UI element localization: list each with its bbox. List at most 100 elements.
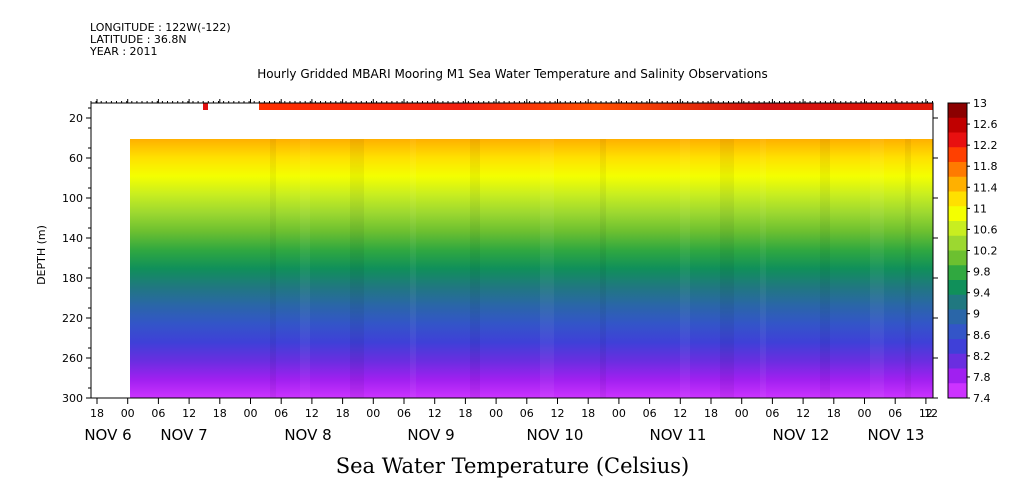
colorbar-segment xyxy=(948,221,967,237)
colorbar-label: 13 xyxy=(973,97,987,110)
x-hour-label: 00 xyxy=(366,407,380,420)
x-hour-label: 06 xyxy=(397,407,411,420)
colorbar-segment xyxy=(948,309,967,325)
variability-streak xyxy=(820,139,830,398)
y-tick-label: 20 xyxy=(69,112,83,125)
colorbar-label: 9.4 xyxy=(973,287,991,300)
x-hour-label: 12 xyxy=(551,407,565,420)
x-day-label: NOV 9 xyxy=(407,426,454,444)
x-axis-title: Sea Water Temperature (Celsius) xyxy=(335,454,690,478)
x-day-label: NOV 7 xyxy=(160,426,207,444)
x-hour-label: 00 xyxy=(489,407,503,420)
colorbar-label: 7.8 xyxy=(973,371,991,384)
x-day-label: NOV 12 xyxy=(773,426,830,444)
x-hour-label: 12 xyxy=(673,407,687,420)
x-day-label: NOV 11 xyxy=(650,426,707,444)
x-hour-label: 06 xyxy=(151,407,165,420)
y-tick-label: 300 xyxy=(62,392,83,405)
x-hour-label: 06 xyxy=(888,407,902,420)
colorbar-segment xyxy=(948,280,967,296)
colorbar: 13 12.6 12.2 11.8 11.4 11 10.6 10.2 9.8 9.4 9 8.6 8.… xyxy=(947,97,998,405)
variability-streak xyxy=(905,139,911,398)
temperature-field xyxy=(130,139,933,398)
x-day-label: NOV 10 xyxy=(527,426,584,444)
y-axis: 20 60 100 140 180 220 260 300 xyxy=(62,107,938,405)
y-tick-label: 260 xyxy=(62,352,83,365)
x-day-label: NOV 13 xyxy=(868,426,925,444)
colorbar-segment xyxy=(948,103,967,119)
colorbar-segment xyxy=(948,324,967,340)
latitude-label: LATITUDE : 36.8N xyxy=(90,33,187,46)
colorbar-label: 12.2 xyxy=(973,139,998,152)
year-label: YEAR : 2011 xyxy=(90,45,158,58)
x-hour-label: 00 xyxy=(858,407,872,420)
colorbar-label: 7.4 xyxy=(973,392,991,405)
y-tick-label: 60 xyxy=(69,152,83,165)
y-axis-label: DEPTH (m) xyxy=(35,225,48,285)
colorbar-segment xyxy=(948,339,967,355)
colorbar-segment xyxy=(948,235,967,251)
y-tick-label: 140 xyxy=(62,232,83,245)
colorbar-segment xyxy=(948,206,967,222)
colorbar-segment xyxy=(948,353,967,369)
x-hour-label: 18 xyxy=(213,407,227,420)
x-hour-label: 06 xyxy=(274,407,288,420)
variability-streak xyxy=(470,139,480,398)
x-hour-label: 06 xyxy=(643,407,657,420)
x-hour-label: 18 xyxy=(336,407,350,420)
colorbar-label: 8.2 xyxy=(973,350,991,363)
x-hour-label: 00 xyxy=(612,407,626,420)
variability-streak xyxy=(870,139,884,398)
x-hour-label: 18 xyxy=(827,407,841,420)
colorbar-segment xyxy=(948,383,967,399)
x-hour-label: 06 xyxy=(765,407,779,420)
variability-streak xyxy=(350,139,364,398)
colorbar-label: 10.6 xyxy=(973,223,998,236)
colorbar-label: 9.8 xyxy=(973,266,991,279)
variability-streak xyxy=(720,139,734,398)
colorbar-label: 11.4 xyxy=(973,181,998,194)
colorbar-segment xyxy=(948,147,967,163)
colorbar-segment xyxy=(948,294,967,310)
variability-streak xyxy=(760,139,766,398)
y-tick-label: 220 xyxy=(62,312,83,325)
x-hour-label: 18 xyxy=(90,407,104,420)
x-hour-label: 12 xyxy=(305,407,319,420)
colorbar-label: 12.6 xyxy=(973,118,998,131)
x-hour-label: 00 xyxy=(735,407,749,420)
colorbar-label: 8.6 xyxy=(973,329,991,342)
colorbar-segment xyxy=(948,132,967,148)
y-tick-label: 100 xyxy=(62,192,83,205)
colorbar-label: 10.2 xyxy=(973,245,998,258)
x-day-label: NOV 8 xyxy=(284,426,331,444)
x-hour-label: 12 xyxy=(796,407,810,420)
x-hour-label: 06 xyxy=(520,407,534,420)
x-axis: 18 00 06 12 18 00 06 12 18 00 06 12 18 00 06 12 18 00 06 12… xyxy=(84,99,938,444)
variability-streak xyxy=(680,139,690,398)
surface-temperature-strip xyxy=(259,103,933,110)
longitude-label: LONGITUDE : 122W(-122) xyxy=(90,21,231,34)
metadata-block: LONGITUDE : 122W(-122) LATITUDE : 36.8N … xyxy=(90,22,231,58)
colorbar-segment xyxy=(948,191,967,207)
variability-streak xyxy=(270,139,276,398)
colorbar-label: 11.8 xyxy=(973,160,998,173)
colorbar-segment xyxy=(948,265,967,281)
y-tick-label: 180 xyxy=(62,272,83,285)
variability-streak xyxy=(410,139,416,398)
colorbar-segment xyxy=(948,162,967,178)
chart-title: Hourly Gridded MBARI Mooring M1 Sea Wate… xyxy=(257,67,768,81)
x-day-label: NOV 6 xyxy=(84,426,131,444)
x-hour-label: 00 xyxy=(244,407,258,420)
x-hour-label: 18 xyxy=(458,407,472,420)
colorbar-segment xyxy=(948,117,967,133)
plot-frame xyxy=(90,102,934,399)
x-hour-label: 18 xyxy=(704,407,718,420)
colorbar-label: 9 xyxy=(973,308,980,321)
surface-temperature-spike xyxy=(203,103,208,110)
x-hour-label: 12 xyxy=(428,407,442,420)
variability-streak xyxy=(300,139,310,398)
colorbar-segment xyxy=(948,176,967,192)
x-hour-label: 00 xyxy=(121,407,135,420)
plot-area xyxy=(90,102,934,399)
